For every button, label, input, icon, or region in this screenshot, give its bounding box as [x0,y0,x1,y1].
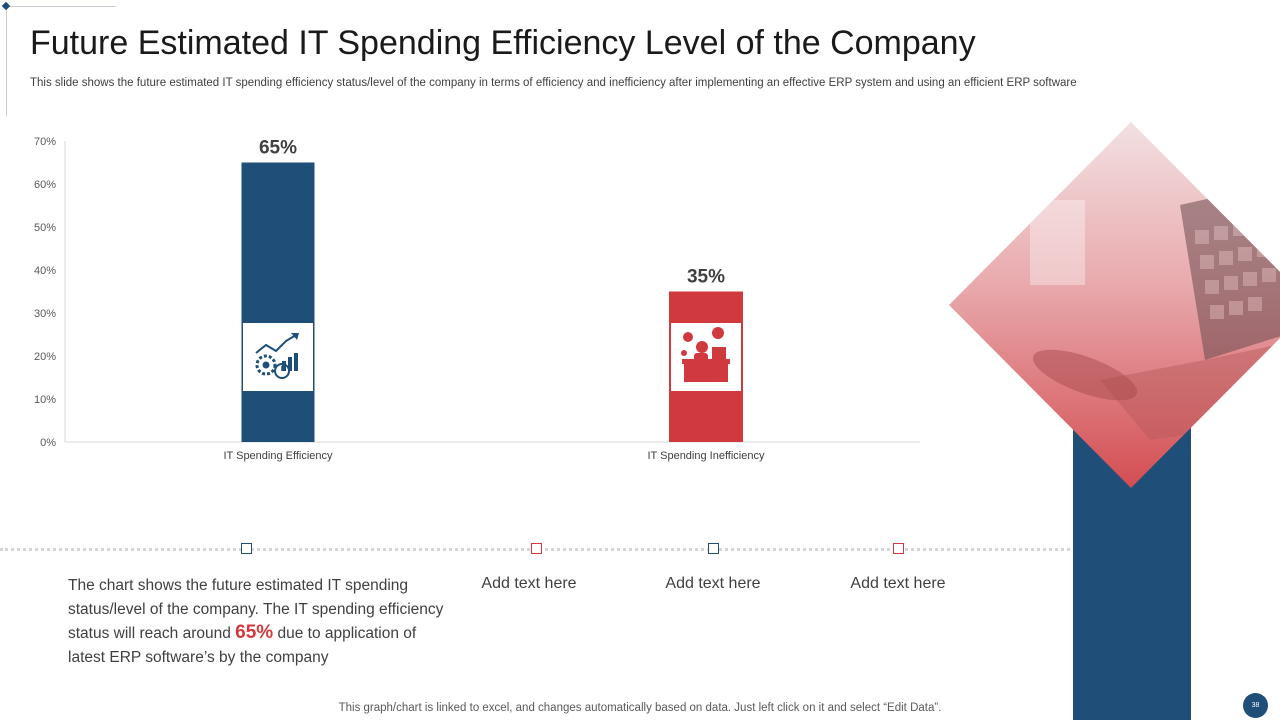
monitor [712,347,726,359]
clock-glyph [274,363,290,379]
body [694,353,708,361]
footer-note: This graph/chart is linked to excel, and… [338,702,942,714]
y-tick-label: 40% [34,265,56,277]
icon-box [243,323,313,391]
desk-body [684,364,728,382]
page-title: Future Estimated IT Spending Efficiency … [30,24,976,62]
speech-bubble [712,327,724,339]
marker-square-blue [241,543,252,554]
x-tick-label: IT Spending Efficiency [223,450,333,462]
description-text: due to application of latest ERP softwar… [68,625,417,666]
head [696,341,708,353]
blue-pillar [1073,400,1191,720]
corner-diamond [1,1,11,11]
chart-description: The chart shows the future estimated IT … [68,574,448,669]
gear-glyph [255,354,277,376]
corner-line-horizontal [6,6,116,7]
bar-chart[interactable]: 0% 10% 20% 30% 40% 50% 60% 70% 65% IT Spending Ef… [0,120,930,470]
bar-glyph [282,361,286,371]
y-tick-label: 70% [34,136,56,148]
cup [681,350,687,356]
laptop-photo [949,122,1280,488]
description-highlight: 65% [235,622,274,643]
data-label: 35% [687,267,725,288]
bar-glyph [294,353,298,371]
marker-square-red [893,543,904,554]
add-text-placeholder[interactable]: Add text here [481,575,577,592]
page-number: 38 [1243,693,1268,718]
x-tick-label: IT Spending Inefficiency [647,450,765,462]
stressed-worker-desk-icon [671,323,741,391]
corner-line-vertical [6,6,7,116]
y-tick-label: 30% [34,308,56,320]
trend-arrow [291,333,299,340]
add-text-placeholder[interactable]: Add text here [665,575,761,592]
timeline-divider [0,540,1070,560]
gear-hub [262,361,270,369]
y-tick-label: 60% [34,179,56,191]
bar-glyph [288,357,292,371]
speech-bubble [683,332,693,342]
data-label: 65% [259,138,297,159]
y-tick-label: 50% [34,222,56,234]
marker-square-red [531,543,542,554]
trend-line [255,334,297,354]
y-tick-label: 10% [34,394,56,406]
description-text: The chart shows the future estimated IT … [68,577,444,642]
growth-chart-gears-icon [243,323,313,391]
marker-square-blue [708,543,719,554]
desk-top [682,359,730,364]
bar[interactable] [241,162,315,443]
add-text-placeholder[interactable]: Add text here [850,575,946,592]
y-tick-label: 0% [40,437,56,449]
y-tick-label: 20% [34,351,56,363]
page-subtitle: This slide shows the future estimated IT… [30,77,1077,89]
